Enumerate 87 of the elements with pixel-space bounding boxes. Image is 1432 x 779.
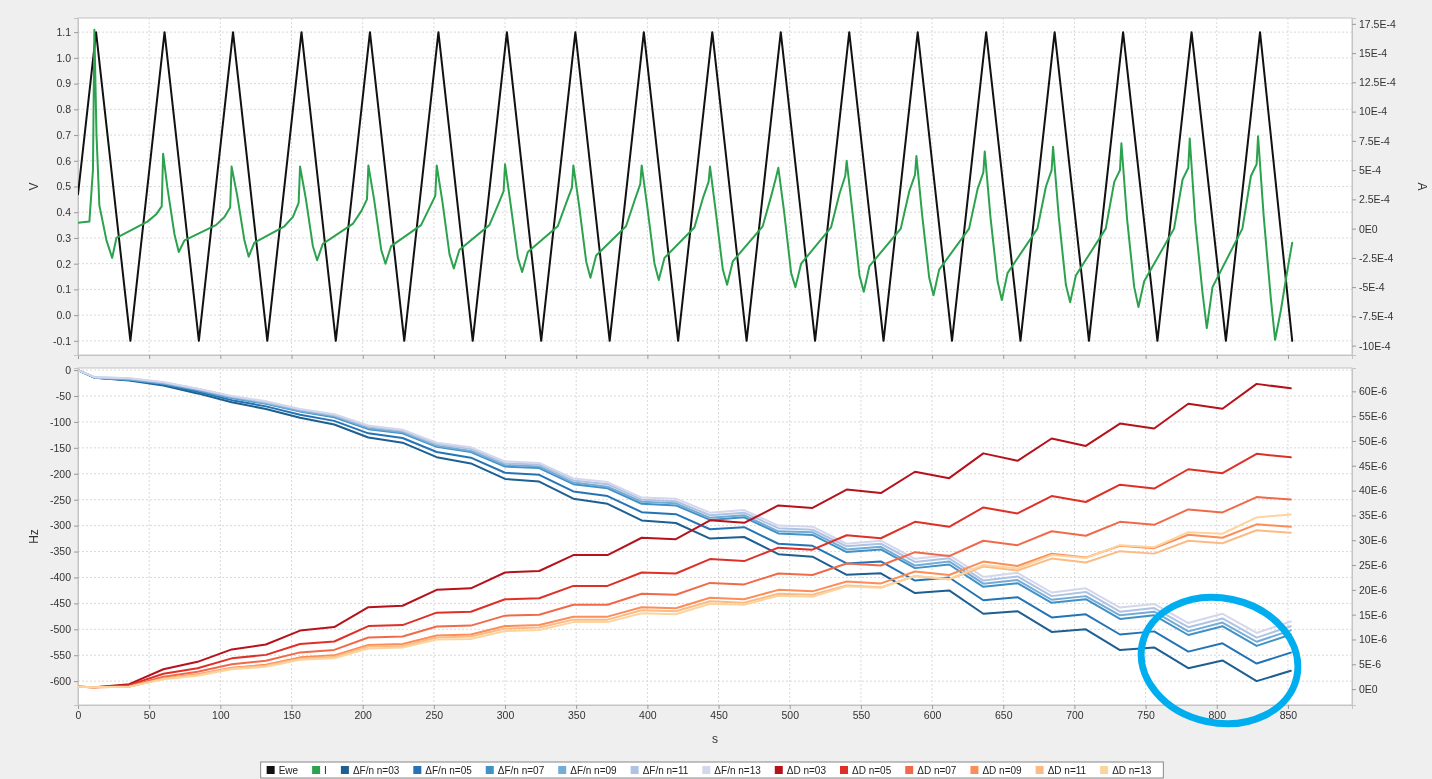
y-tick-label: 0	[65, 363, 72, 376]
y-tick-label: -350	[49, 545, 72, 558]
y2-tick-label: 55E-6	[1359, 410, 1388, 422]
x-axis-title: s	[712, 732, 718, 746]
y2-tick-label: -5E-4	[1359, 280, 1385, 293]
x-tick-label: 650	[994, 709, 1013, 722]
legend-label: Ewe	[278, 764, 299, 776]
y2-tick-label: 20E-6	[1359, 583, 1388, 596]
y2-tick-label: 10E-4	[1359, 105, 1388, 118]
y-axis-title: Hz	[27, 529, 41, 544]
y-tick-label: -450	[49, 597, 72, 610]
y2-tick-label: 2.5E-4	[1359, 193, 1391, 206]
x-tick-label: 600	[923, 709, 942, 722]
legend-label: ΔD n=05	[852, 764, 892, 776]
y-tick-label: 0.8	[56, 103, 72, 116]
legend-label: ΔD n=07	[917, 764, 957, 776]
legend-label: ΔF/n n=05	[425, 764, 473, 776]
y-tick-label: -250	[49, 493, 72, 506]
y2-tick-label: 10E-6	[1359, 633, 1388, 646]
x-tick-label: 0	[75, 709, 82, 722]
y-tick-label: -500	[49, 623, 72, 636]
y2-tick-label: 0E0	[1359, 682, 1378, 695]
x-tick-label: 550	[852, 709, 871, 722]
legend-label: ΔF/n n=03	[352, 764, 400, 776]
y-tick-label: 0.5	[56, 180, 72, 193]
y2-tick-label: 17.5E-4	[1359, 17, 1396, 30]
y-tick-label: 0.7	[56, 128, 72, 141]
y2-tick-label: 0E0	[1359, 222, 1378, 235]
x-tick-label: 400	[639, 709, 657, 722]
y-tick-label: -200	[49, 467, 72, 480]
y2-tick-label: -2.5E-4	[1359, 251, 1394, 264]
y2-tick-label: 5E-6	[1359, 658, 1382, 671]
y2-tick-label: 25E-6	[1359, 558, 1388, 571]
y2-tick-label: 15E-4	[1359, 46, 1388, 59]
legend-label: ΔD n=03	[786, 764, 827, 776]
x-tick-label: 50	[143, 709, 156, 722]
legend-label: ΔD n=09	[982, 764, 1023, 776]
x-tick-label: 450	[710, 709, 728, 722]
y2-tick-label: 60E-6	[1359, 385, 1388, 398]
y-tick-label: -0.1	[52, 334, 72, 347]
y2-tick-label: -10E-4	[1359, 339, 1391, 352]
legend-label: ΔD n=11	[1047, 764, 1087, 776]
x-tick-label: 800	[1208, 709, 1227, 722]
x-tick-label: 150	[283, 709, 301, 722]
y-tick-label: 1.0	[56, 51, 72, 64]
y-tick-label: 1.1	[56, 26, 72, 39]
y-tick-label: -150	[49, 441, 72, 454]
y2-tick-label: 5E-4	[1359, 163, 1382, 176]
y-tick-label: -550	[49, 649, 72, 662]
y2-tick-label: 30E-6	[1359, 534, 1388, 547]
y2-axis-title: A	[1415, 182, 1429, 191]
y2-tick-label: 50E-6	[1359, 434, 1388, 447]
x-tick-label: 300	[496, 709, 515, 722]
legend-label: ΔF/n n=07	[497, 764, 545, 776]
x-tick-label: 100	[212, 709, 230, 722]
y-tick-label: 0.3	[56, 231, 72, 244]
y2-tick-label: 40E-6	[1359, 484, 1388, 497]
y-tick-label: 0.9	[56, 77, 72, 90]
x-tick-label: 200	[354, 709, 373, 722]
x-tick-label: 250	[425, 709, 444, 722]
legend-label: ΔD n=13	[1112, 764, 1152, 776]
legend-label: ΔF/n n=09	[570, 764, 618, 776]
y2-tick-label: 45E-6	[1359, 459, 1388, 472]
y-tick-label: 0.1	[56, 283, 72, 296]
y2-tick-label: 15E-6	[1359, 608, 1388, 621]
y2-tick-label: 35E-6	[1359, 509, 1388, 522]
y-tick-label: -100	[49, 415, 72, 428]
y2-tick-label: -7.5E-4	[1359, 310, 1394, 323]
y-tick-label: 0.4	[56, 206, 72, 219]
y-axis-title: V	[27, 182, 41, 191]
y2-tick-label: 7.5E-4	[1359, 134, 1391, 147]
y-tick-label: -300	[49, 519, 72, 532]
legend-label: ΔF/n n=13	[714, 764, 762, 776]
y-tick-label: -400	[49, 571, 72, 584]
y-tick-label: -50	[55, 389, 72, 402]
x-tick-label: 750	[1137, 709, 1156, 722]
y-tick-label: -600	[49, 675, 72, 688]
y-tick-label: 0.0	[56, 308, 72, 321]
y-tick-label: 0.2	[56, 257, 72, 270]
legend-label: ΔF/n n=11	[642, 764, 689, 776]
y-tick-label: 0.6	[56, 154, 72, 167]
x-tick-label: 700	[1066, 709, 1084, 722]
x-tick-label: 500	[781, 709, 800, 722]
x-tick-label: 350	[567, 709, 586, 722]
y2-tick-label: 12.5E-4	[1359, 76, 1396, 89]
legend-label: I	[324, 764, 327, 776]
x-tick-label: 850	[1279, 709, 1298, 722]
